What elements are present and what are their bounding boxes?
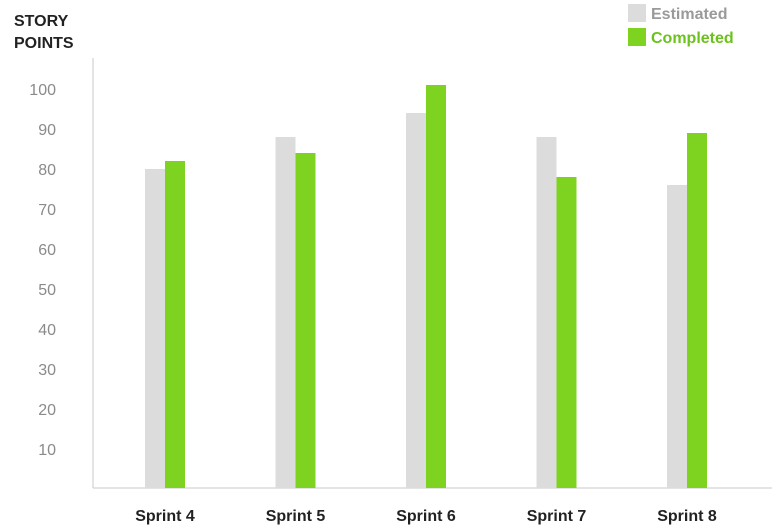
y-tick-label: 10 (38, 442, 56, 459)
y-tick-label: 40 (38, 322, 56, 339)
y-tick-label: 60 (38, 242, 56, 259)
y-tick-label: 90 (38, 122, 56, 139)
x-tick-label: Sprint 7 (527, 508, 587, 525)
bar-estimated-sprint-4 (145, 169, 165, 488)
bars (145, 85, 707, 488)
y-axis-title: STORY POINTS (14, 13, 74, 52)
x-tick-label: Sprint 4 (135, 508, 195, 525)
bar-estimated-sprint-5 (275, 137, 296, 488)
x-tick-label: Sprint 6 (396, 508, 456, 525)
bar-completed-sprint-6 (426, 85, 446, 488)
legend: Estimated Completed (628, 4, 734, 47)
bar-estimated-sprint-6 (406, 113, 426, 488)
bar-estimated-sprint-7 (536, 137, 557, 488)
bar-completed-sprint-5 (295, 153, 316, 488)
bar-estimated-sprint-8 (667, 185, 687, 488)
bar-completed-sprint-4 (165, 161, 185, 488)
legend-swatch-completed (628, 28, 646, 46)
x-tick-label: Sprint 5 (266, 508, 326, 525)
y-tick-label: 70 (38, 202, 56, 219)
y-tick-label: 30 (38, 362, 56, 379)
bar-completed-sprint-7 (556, 177, 577, 488)
x-tick-labels: Sprint 4 Sprint 5 Sprint 6 Sprint 7 Sprint 8 (135, 508, 717, 525)
y-tick-labels: 10 20 30 40 50 60 70 80 90 100 (29, 82, 56, 459)
y-axis-title-line-2: POINTS (14, 35, 74, 52)
y-tick-label: 100 (29, 82, 56, 99)
legend-label-estimated: Estimated (651, 6, 727, 23)
y-tick-label: 50 (38, 282, 56, 299)
legend-label-completed: Completed (651, 30, 734, 47)
y-tick-label: 80 (38, 162, 56, 179)
y-tick-label: 20 (38, 402, 56, 419)
bar-completed-sprint-8 (687, 133, 707, 488)
y-axis-title-line-1: STORY (14, 13, 69, 30)
legend-swatch-estimated (628, 4, 646, 22)
x-tick-label: Sprint 8 (657, 508, 717, 525)
